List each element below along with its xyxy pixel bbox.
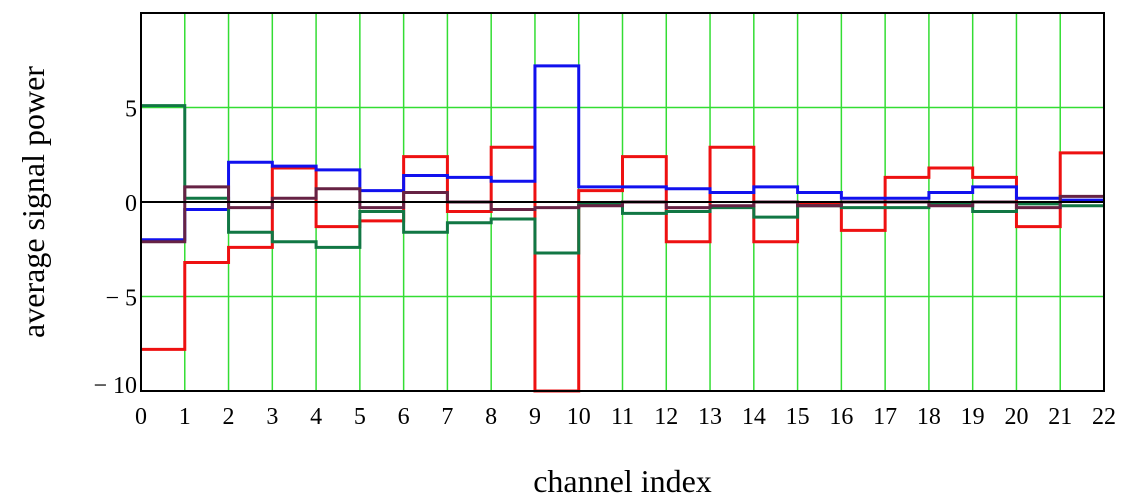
y-tick-labels: − 10 − 5 0 5 (93, 97, 137, 400)
x-tick-label: 22 (1092, 404, 1116, 430)
x-tick-labels: 0 1 2 3 4 5 6 7 8 9 10 11 12 13 14 15 16 17 18 19 20 21 22 (135, 404, 1116, 430)
x-tick-label: 2 (223, 404, 235, 430)
series-line-2 (141, 64, 1104, 242)
y-axis-title: average signal power (15, 66, 51, 338)
x-tick-label: 21 (1048, 404, 1072, 430)
x-tick-label: 9 (529, 404, 541, 430)
y-tick-label: 0 (125, 191, 137, 217)
x-axis-title: channel index (533, 463, 712, 499)
x-tick-label: 5 (354, 404, 366, 430)
x-tick-label: 13 (698, 404, 722, 430)
x-tick-label: 3 (266, 404, 278, 430)
x-tick-label: 12 (654, 404, 678, 430)
y-tick-label: − 5 (105, 286, 137, 312)
series-line-1 (141, 145, 1104, 393)
x-tick-label: 14 (742, 404, 766, 430)
x-tick-label: 11 (611, 404, 634, 430)
x-tick-label: 15 (786, 404, 810, 430)
x-tick-label: 20 (1004, 404, 1028, 430)
y-tick-label: 5 (125, 97, 137, 123)
x-tick-label: 17 (873, 404, 897, 430)
x-tick-label: 1 (179, 404, 191, 430)
y-tick-label: − 10 (93, 373, 137, 399)
x-tick-label: 18 (917, 404, 941, 430)
plot-frame (140, 12, 1105, 392)
series-lines (141, 64, 1104, 393)
x-tick-label: 0 (135, 404, 147, 430)
x-tick-label: 6 (398, 404, 410, 430)
x-tick-label: 4 (310, 404, 322, 430)
x-tick-label: 7 (441, 404, 453, 430)
series-line-4 (141, 185, 1104, 244)
x-tick-label: 16 (829, 404, 853, 430)
x-tick-label: 10 (567, 404, 591, 430)
x-tick-label: 19 (961, 404, 985, 430)
x-tick-label: 8 (485, 404, 497, 430)
